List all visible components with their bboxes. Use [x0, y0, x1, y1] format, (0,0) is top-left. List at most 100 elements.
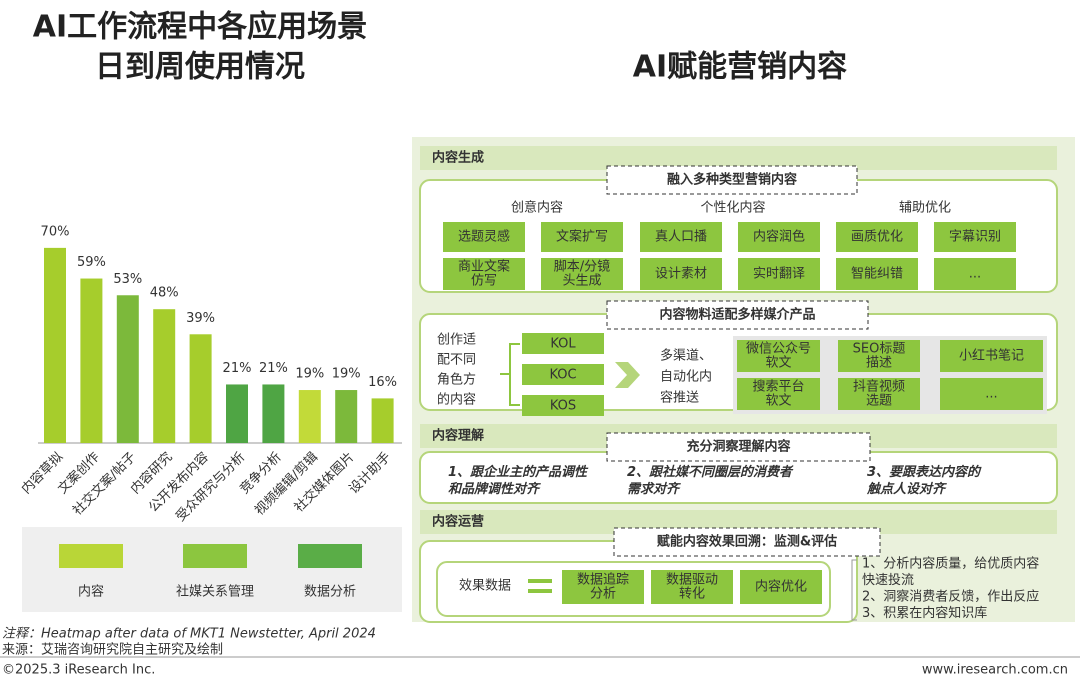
column-heading: 创意内容 [511, 200, 563, 216]
content-tag-box [934, 258, 1016, 290]
legend-label: 数据分析 [304, 585, 356, 600]
product-tag-box [838, 340, 920, 372]
legend-swatch [59, 544, 123, 568]
source: 来源：艾瑞咨询研究院自主研究及绘制 [2, 643, 223, 658]
bar [335, 390, 358, 443]
push-text: 容推送 [660, 390, 699, 406]
insight-point: 3、要跟表达内容的 [867, 464, 982, 480]
insight-point: 触点人设对齐 [866, 481, 947, 497]
operation-step: 内容优化 [755, 579, 807, 595]
role: KOS [550, 399, 576, 414]
content-tag-box [443, 222, 525, 252]
content-tag: 仿写 [471, 274, 497, 289]
content-tag: 智能纠错 [851, 267, 903, 282]
bracket [500, 343, 520, 406]
role-box [522, 395, 604, 416]
content-tag-box [934, 222, 1016, 252]
value-label: 70% [41, 224, 70, 239]
insight-point: 2、跟社媒不同圈层的消费者 [627, 464, 794, 480]
operation-step-box [651, 570, 733, 604]
role-box [522, 364, 604, 385]
bar [189, 334, 212, 443]
content-tag-box [738, 222, 820, 252]
creator-text: 创作适 [437, 333, 476, 348]
bar [153, 309, 176, 443]
notes-bracket [851, 559, 857, 621]
bar [44, 247, 66, 443]
note: 注释：Heatmap after data of MKT1 Newstetter… [2, 627, 376, 642]
callout: 充分洞察理解内容 [686, 439, 790, 455]
product-tag: 微信公众号 [746, 342, 811, 357]
operation-step-box [740, 570, 822, 604]
push-text: 自动化内 [660, 369, 712, 385]
operation-step: 数据驱动 [666, 573, 718, 588]
insight-point: 1、跟企业主的产品调性 [448, 464, 589, 480]
operation-step: 转化 [679, 587, 705, 602]
content-tag: ... [969, 267, 981, 282]
value-label: 39% [186, 311, 215, 326]
section-header: 内容理解 [432, 428, 484, 444]
bar [262, 384, 285, 443]
column-heading: 辅助优化 [899, 201, 951, 216]
product-tag: SEO标题 [853, 342, 906, 357]
chart-title: 日到周使用情况 [95, 50, 305, 85]
product-tag: ... [985, 387, 997, 402]
callout-box [606, 165, 858, 195]
content-tag-box [836, 258, 918, 290]
insight-point: 需求对齐 [627, 481, 681, 497]
creator-text: 配不同 [437, 353, 476, 368]
product-tag-box [940, 340, 1043, 372]
content-tag: 字幕识别 [949, 230, 1001, 245]
product-tag: 软文 [765, 394, 791, 409]
legend-box [22, 527, 402, 612]
section-header: 内容运营 [432, 514, 484, 530]
diagram-title: AI赋能营销内容 [633, 50, 847, 85]
product-tag: 选题 [866, 394, 892, 409]
legend-label: 社媒关系管理 [176, 584, 254, 600]
callout: 融入多种类型营销内容 [667, 172, 797, 188]
copyright: ©2025.3 iResearch Inc. [2, 663, 155, 678]
callout: 内容物料适配多样媒介产品 [659, 307, 815, 323]
product-tag: 抖音视频 [853, 379, 905, 395]
role-box [522, 333, 604, 354]
bar [226, 384, 248, 443]
value-label: 19% [295, 367, 324, 382]
callout-box [606, 432, 871, 462]
product-tag-box [737, 378, 820, 410]
legend-label: 内容 [78, 584, 104, 600]
content-tag-box [640, 258, 722, 290]
callout-box [613, 527, 881, 557]
value-label: 21% [223, 361, 252, 376]
content-tag: 文案扩写 [556, 230, 608, 245]
content-tag: 头生成 [562, 274, 601, 289]
arrow [615, 362, 640, 388]
operation-note: 快速投流 [862, 572, 914, 588]
operation-step: 数据追踪 [577, 572, 629, 588]
chart-title: AI工作流程中各应用场景 [33, 10, 367, 45]
operation-note: 3、积累在内容知识库 [862, 605, 987, 621]
content-tag-box [541, 258, 623, 290]
content-tag-box [541, 222, 623, 252]
content-tag: 内容润色 [753, 229, 805, 245]
value-label: 19% [332, 367, 361, 382]
push-text: 多渠道、 [660, 348, 712, 364]
product-tag: 小红书笔记 [959, 348, 1024, 364]
x-tick-label: 视频编辑/剪辑 [252, 449, 322, 519]
x-tick-label: 社交文案/帖子 [70, 449, 140, 519]
content-tag: 商业文案 [458, 260, 510, 275]
callout-box [606, 300, 869, 330]
value-label: 59% [77, 255, 106, 270]
bar [116, 295, 139, 443]
content-tag: 设计素材 [655, 267, 707, 282]
bar [371, 398, 394, 443]
content-tag-box [640, 222, 722, 252]
value-label: 53% [113, 272, 142, 287]
value-label: 48% [150, 286, 179, 301]
bar [80, 278, 103, 443]
content-tag-box [443, 258, 525, 290]
content-tag: 选题灵感 [458, 229, 510, 245]
role: KOC [549, 368, 576, 383]
creator-text: 角色方 [437, 372, 476, 388]
product-tag-box [737, 340, 820, 372]
